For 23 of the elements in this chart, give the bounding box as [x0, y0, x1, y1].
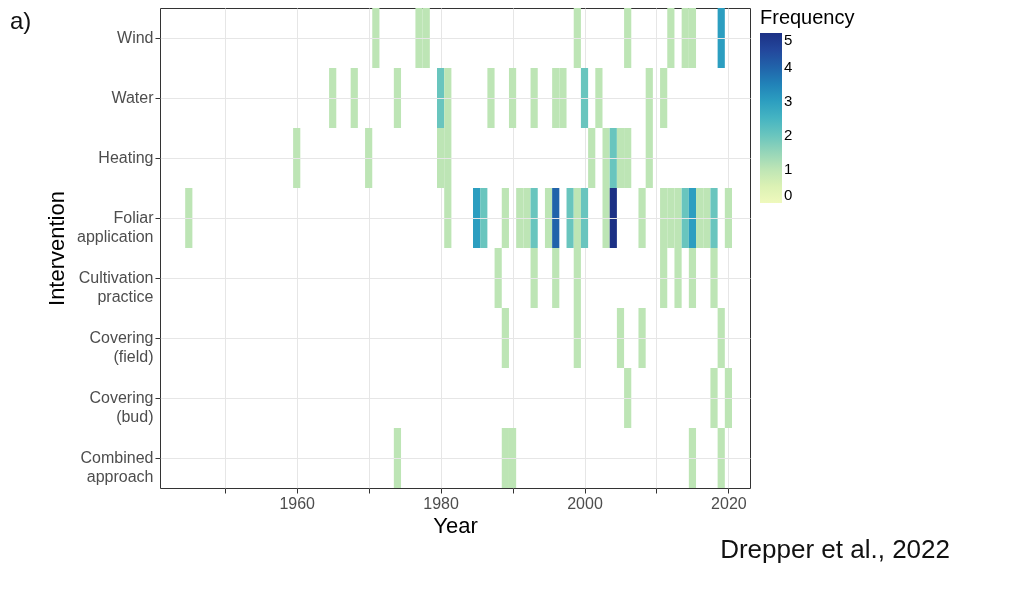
y-tick-label: Covering (field)	[89, 329, 154, 365]
y-axis-title: Intervention	[44, 191, 69, 306]
y-tick-label: Foliar application	[77, 209, 155, 245]
text: Drepper et al., 2022	[720, 534, 950, 564]
y-tick-label: Water	[111, 89, 155, 106]
color-bar-label: 3	[784, 92, 793, 109]
y-tick-label: Wind	[117, 29, 154, 46]
y-tick-label: Combined approach	[80, 449, 154, 485]
x-axis-title: Year	[433, 512, 478, 538]
y-tick-label: Heating	[98, 149, 154, 166]
y-tick-label: Cultivation practice	[78, 269, 154, 305]
y-tick-label: Covering (bud)	[89, 389, 154, 425]
color-bar-label: 2	[784, 126, 793, 143]
x-tick-label: 1960	[279, 494, 316, 512]
color-bar-label: 1	[784, 160, 793, 177]
color-bar-label: 5	[784, 31, 793, 48]
x-tick-label: 1980	[423, 494, 460, 512]
legend-title: Frequency	[760, 6, 855, 28]
color-bar-label: 4	[784, 58, 793, 75]
x-tick-label: 2020	[711, 494, 747, 512]
x-tick-label: 2000	[567, 494, 603, 512]
color-bar-label: 0	[784, 186, 793, 203]
text: a)	[10, 7, 32, 34]
